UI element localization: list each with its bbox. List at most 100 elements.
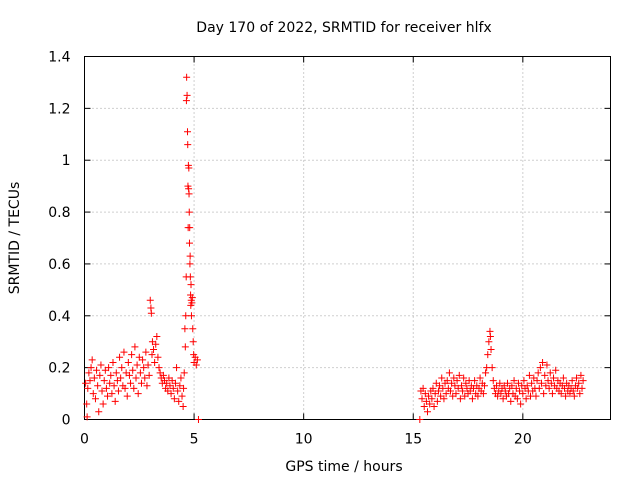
data-point xyxy=(141,374,149,382)
data-point xyxy=(139,356,147,364)
data-point xyxy=(433,397,441,405)
data-point xyxy=(137,379,145,387)
data-point xyxy=(159,371,167,379)
data-point xyxy=(193,356,201,364)
data-point xyxy=(416,416,424,423)
data-point xyxy=(508,382,516,390)
data-point xyxy=(183,73,191,81)
data-point xyxy=(186,273,194,281)
data-point xyxy=(129,366,137,374)
data-point xyxy=(517,400,525,408)
data-point xyxy=(87,364,95,372)
data-point xyxy=(420,403,428,411)
data-point xyxy=(94,382,102,390)
data-point xyxy=(142,348,150,356)
data-point xyxy=(440,395,448,403)
data-point xyxy=(428,395,436,403)
data-point xyxy=(117,374,125,382)
plot-frame xyxy=(84,56,611,420)
data-point xyxy=(93,366,101,374)
data-point xyxy=(474,392,482,400)
data-point xyxy=(106,379,114,387)
data-point xyxy=(90,374,98,382)
data-point xyxy=(429,384,437,392)
data-point xyxy=(557,390,565,398)
data-point xyxy=(482,369,490,377)
data-point xyxy=(487,345,495,353)
y-tick-label: 0.8 xyxy=(48,205,70,221)
data-point xyxy=(533,377,541,385)
data-point xyxy=(489,377,497,385)
data-point xyxy=(187,312,195,320)
data-point xyxy=(185,208,193,216)
data-point xyxy=(133,361,141,369)
data-point xyxy=(82,379,90,387)
data-point xyxy=(434,387,442,395)
data-point xyxy=(83,400,91,408)
data-point xyxy=(532,392,540,400)
data-point xyxy=(174,387,182,395)
data-points xyxy=(82,73,587,423)
data-point xyxy=(183,91,191,99)
data-point xyxy=(486,333,494,341)
data-point xyxy=(459,387,467,395)
data-point xyxy=(189,338,197,346)
data-point xyxy=(528,379,536,387)
data-point xyxy=(418,395,426,403)
data-point xyxy=(568,377,576,385)
data-point xyxy=(578,384,586,392)
data-point xyxy=(447,387,455,395)
x-axis-label: GPS time / hours xyxy=(285,459,402,475)
data-point xyxy=(184,128,192,136)
data-point xyxy=(546,369,554,377)
data-point xyxy=(127,379,135,387)
data-point xyxy=(185,164,193,172)
data-point xyxy=(503,379,511,387)
data-point xyxy=(91,395,99,403)
data-point xyxy=(97,361,105,369)
data-point xyxy=(476,374,484,382)
data-point xyxy=(100,377,108,385)
data-point xyxy=(423,408,431,416)
data-point xyxy=(430,403,438,411)
data-point xyxy=(176,382,184,390)
data-point xyxy=(114,387,122,395)
data-point xyxy=(151,358,159,366)
data-point xyxy=(110,382,118,390)
data-point xyxy=(192,361,200,369)
data-point xyxy=(184,141,192,149)
data-point xyxy=(186,252,194,260)
data-point xyxy=(181,343,189,351)
data-point xyxy=(510,377,518,385)
data-point xyxy=(169,384,177,392)
axis-ticks: 0 0.2 0.4 0.6 0.8 1 1.2 1.4 0 5 10 15 20 xyxy=(48,50,611,448)
data-point xyxy=(552,366,560,374)
data-point xyxy=(570,392,578,400)
y-tick-label: 0 xyxy=(62,413,71,429)
data-point xyxy=(519,390,527,398)
data-point xyxy=(140,364,148,372)
data-point xyxy=(105,364,113,372)
data-point xyxy=(457,382,465,390)
data-point xyxy=(131,343,139,351)
data-point xyxy=(147,309,155,317)
y-tick-label: 0.6 xyxy=(48,257,70,273)
data-point xyxy=(175,397,183,405)
data-point xyxy=(535,384,543,392)
data-point xyxy=(132,374,140,382)
data-point xyxy=(167,390,175,398)
data-point xyxy=(148,351,156,359)
x-tick-label: 15 xyxy=(404,432,422,448)
data-point xyxy=(95,408,103,416)
data-point xyxy=(154,353,162,361)
data-point xyxy=(86,377,94,385)
data-point xyxy=(98,387,106,395)
data-point xyxy=(146,296,154,304)
y-tick-label: 1 xyxy=(62,153,71,169)
data-point xyxy=(540,390,548,398)
data-point xyxy=(460,374,468,382)
data-point xyxy=(188,294,196,302)
data-point xyxy=(136,369,144,377)
data-point xyxy=(455,371,463,379)
